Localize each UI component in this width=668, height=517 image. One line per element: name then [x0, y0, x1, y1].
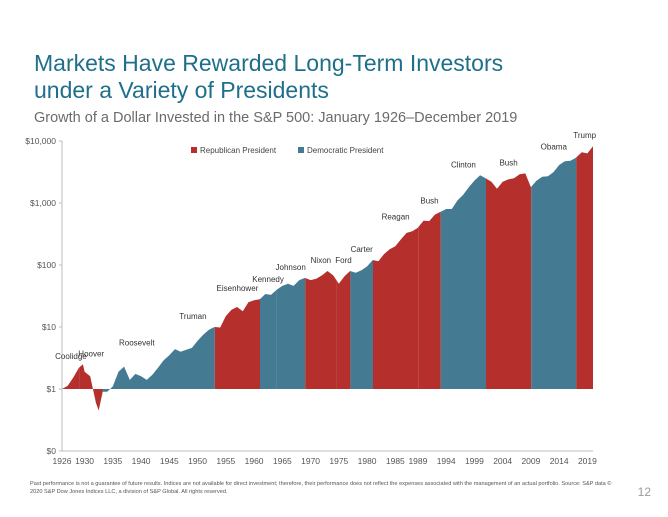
- x-tick-label: 2009: [521, 456, 540, 466]
- term-area-ford: [336, 271, 351, 389]
- president-label: Kennedy: [252, 275, 284, 284]
- president-label: Obama: [541, 142, 568, 151]
- footnote: Past performance is not a guarantee of f…: [30, 481, 612, 495]
- term-area-roosevelt: [102, 353, 171, 393]
- president-label: Johnson: [276, 263, 306, 272]
- chart-title-line-1: Markets Have Rewarded Long-Term Investor…: [34, 50, 504, 76]
- x-tick-label: 1980: [358, 456, 377, 466]
- term-area-reagan: [373, 227, 419, 389]
- chart-subtitle: Growth of a Dollar Invested in the S&P 5…: [34, 110, 518, 126]
- y-axis: $0 $1 $10 $100 $1,000 $10,000: [25, 136, 63, 456]
- president-label: Bush: [420, 197, 438, 206]
- president-label: Truman: [179, 312, 206, 321]
- term-area-johnson: [276, 277, 306, 389]
- x-tick-label: 1960: [245, 456, 264, 466]
- term-area-truman: [171, 327, 215, 389]
- term-area-eisenhower: [214, 299, 260, 389]
- legend: Republican President Democratic President: [191, 146, 384, 155]
- x-tick-label: 2019: [578, 456, 597, 466]
- legend-label-democratic: Democratic President: [307, 146, 384, 155]
- president-label: Nixon: [311, 256, 331, 265]
- term-area-nixon: [305, 271, 337, 389]
- x-tick-label: 1970: [301, 456, 320, 466]
- term-area-clinton: [440, 175, 486, 389]
- chart-title: Markets Have Rewarded Long-Term Investor…: [34, 50, 634, 104]
- x-tick-label: 2004: [493, 456, 512, 466]
- y-tick-label: $10,000: [25, 136, 56, 146]
- x-tick-label: 1945: [160, 456, 179, 466]
- y-tick-label: $0: [47, 446, 57, 456]
- president-label: Coolidge: [55, 352, 87, 361]
- x-tick-label: 1994: [437, 456, 456, 466]
- president-label: Hoover: [78, 349, 104, 358]
- y-tick-label: $100: [37, 260, 56, 270]
- y-tick-label: $1,000: [30, 198, 56, 208]
- term-area-coolidge: [62, 366, 80, 389]
- chart-title-line-2: under a Variety of Presidents: [34, 77, 329, 103]
- x-tick-label: 1955: [216, 456, 235, 466]
- term-area-bush: [486, 173, 532, 389]
- x-tick-label: 1930: [75, 456, 94, 466]
- x-tick-label: 1989: [408, 456, 427, 466]
- x-tick-label: 1985: [386, 456, 405, 466]
- term-area-bush: [418, 211, 441, 389]
- president-label: Carter: [351, 245, 374, 254]
- president-label: Clinton: [451, 160, 476, 169]
- term-area-obama: [531, 157, 577, 389]
- legend-swatch-democratic: [298, 147, 304, 153]
- x-tick-label: 1965: [273, 456, 292, 466]
- term-area-trump: [576, 146, 593, 389]
- president-label: Eisenhower: [217, 284, 259, 293]
- legend-label-republican: Republican President: [200, 146, 277, 155]
- x-tick-label: 2014: [550, 456, 569, 466]
- x-tick-label: 1975: [329, 456, 348, 466]
- area-series: [62, 146, 593, 411]
- term-area-hoover: [79, 364, 103, 411]
- growth-chart: $0 $1 $10 $100 $1,000 $10,000 1926 1930 1935 194…: [25, 131, 597, 466]
- x-tick-label: 1950: [188, 456, 207, 466]
- president-label: Reagan: [382, 212, 410, 221]
- president-label: Bush: [499, 158, 517, 167]
- president-label: Roosevelt: [119, 338, 155, 347]
- x-tick-label: 1940: [132, 456, 151, 466]
- x-tick-label: 1926: [53, 456, 72, 466]
- y-tick-label: $10: [42, 322, 56, 332]
- legend-swatch-republican: [191, 147, 197, 153]
- term-area-carter: [350, 260, 373, 389]
- president-label: Trump: [573, 131, 596, 140]
- president-label: Ford: [335, 256, 351, 265]
- y-tick-label: $1: [47, 384, 57, 394]
- x-axis: 1926 1930 1935 1940 1945 1950 1955 1960 1965 1970…: [53, 450, 597, 466]
- x-tick-label: 1999: [465, 456, 484, 466]
- x-tick-label: 1935: [103, 456, 122, 466]
- term-area-kennedy: [260, 290, 277, 389]
- page-number: 12: [637, 485, 651, 499]
